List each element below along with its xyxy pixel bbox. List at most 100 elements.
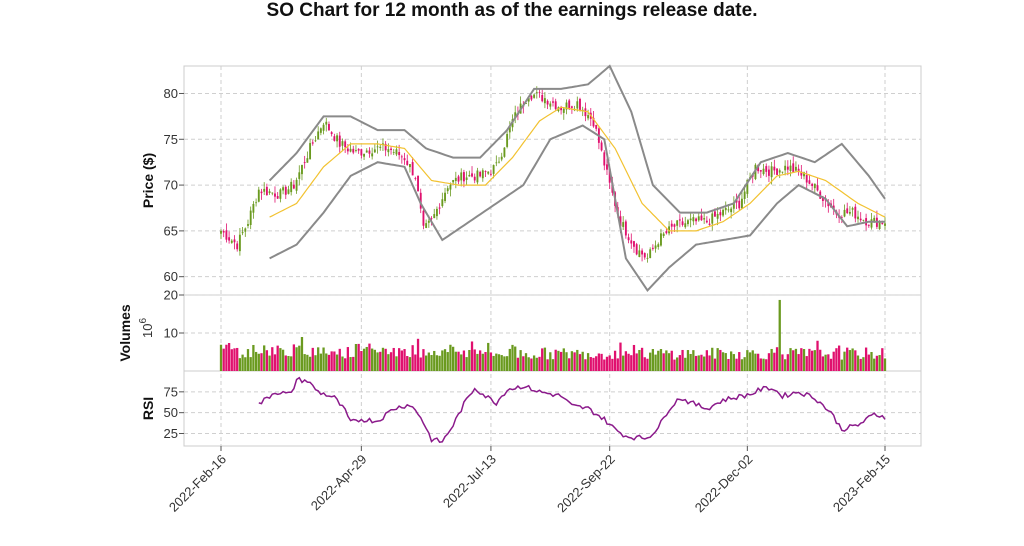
volume-bar <box>317 347 320 371</box>
volume-bar <box>597 353 601 371</box>
volume-bar <box>538 356 541 371</box>
candle-body <box>390 148 392 151</box>
price-y-tick-label: 60 <box>164 269 178 284</box>
volume-bar <box>783 359 787 371</box>
volume-bar <box>254 351 258 371</box>
candle-body <box>484 171 487 172</box>
candle-body <box>608 168 611 183</box>
candle-body <box>352 148 355 153</box>
candle-body <box>660 233 662 246</box>
volume-bar <box>773 352 776 371</box>
candle-body <box>665 231 668 234</box>
volume-bar <box>754 353 757 371</box>
volume-bar <box>322 347 325 371</box>
volume-bar <box>505 356 509 371</box>
volume-bar <box>765 359 768 371</box>
candle-body <box>430 218 433 220</box>
volume-bar <box>643 357 646 371</box>
volume-bar <box>478 350 482 371</box>
volume-bar <box>333 351 336 371</box>
candle-body <box>854 206 857 219</box>
volume-bar <box>546 359 549 371</box>
chart-title: SO Chart for 12 month as of the earnings… <box>266 0 758 21</box>
volume-bar <box>470 341 474 371</box>
candle-body <box>538 92 541 94</box>
volume-bar <box>767 353 771 371</box>
candle-body <box>446 188 449 192</box>
candle-body <box>360 149 363 156</box>
volume-bar <box>414 354 417 371</box>
price-axis-label: Price ($) <box>140 153 156 208</box>
candle-body <box>873 217 876 222</box>
volume-bar <box>832 351 835 371</box>
volume-bar <box>638 349 641 371</box>
candle-body <box>373 149 376 153</box>
price-y-tick-label: 80 <box>164 86 178 101</box>
volume-panel <box>219 299 887 371</box>
volume-bar <box>511 344 514 371</box>
volume-bar <box>516 357 520 371</box>
volume-bar <box>870 352 873 371</box>
candle-body <box>576 101 579 109</box>
candle-body <box>595 124 598 129</box>
volume-y-tick-label: 20 <box>164 288 178 303</box>
volume-bar <box>559 351 563 371</box>
candle-body <box>236 243 239 250</box>
candle-body <box>716 213 719 219</box>
volume-bar <box>608 355 611 371</box>
price-y-tick-label: 70 <box>164 178 178 193</box>
candle-body <box>220 230 222 234</box>
candle-body <box>786 166 789 170</box>
candle-body <box>349 148 352 152</box>
candle-body <box>257 189 260 202</box>
candle-body <box>633 241 635 247</box>
candle-body <box>481 170 484 179</box>
volume-bar <box>411 345 414 371</box>
volume-bar <box>611 358 614 371</box>
volume-bar <box>527 357 530 371</box>
candle-body <box>422 210 425 226</box>
volume-bar <box>290 356 293 371</box>
volume-bar <box>446 352 449 371</box>
candle-body <box>857 216 859 220</box>
candle-body <box>676 220 679 226</box>
volume-bar <box>748 352 752 371</box>
candle-body <box>535 92 538 93</box>
candle-body <box>330 132 333 135</box>
candle-body <box>657 244 660 247</box>
volume-bar <box>384 348 387 371</box>
candle-body <box>306 158 309 163</box>
candle-body <box>476 170 479 183</box>
candle-body <box>462 172 465 182</box>
candle-body <box>684 223 687 228</box>
volume-bar <box>398 348 401 371</box>
volume-bar <box>805 356 808 371</box>
volume-bar <box>330 351 333 371</box>
volume-bar <box>792 350 795 371</box>
candle-body <box>292 184 295 189</box>
volume-bar <box>778 299 781 371</box>
volume-bar <box>311 347 314 371</box>
volume-bar <box>300 337 304 371</box>
candle-body <box>427 220 430 223</box>
candle-body <box>309 143 312 160</box>
candle-body <box>268 191 271 194</box>
volume-bar <box>557 350 560 371</box>
candle-body <box>368 150 371 154</box>
candle-body <box>568 100 571 109</box>
candle-body <box>328 124 330 131</box>
volume-bar <box>354 343 358 371</box>
candle-body <box>530 95 533 100</box>
candle-body <box>846 208 849 214</box>
candle-body <box>414 178 417 179</box>
candle-body <box>314 140 317 142</box>
volume-bar <box>227 342 231 371</box>
volume-bar <box>786 354 789 371</box>
volume-bar <box>568 358 571 371</box>
volume-bar <box>389 352 393 371</box>
candle-body <box>344 141 347 148</box>
candle-body <box>303 162 306 164</box>
candle-body <box>468 174 471 177</box>
volume-bar <box>576 349 579 371</box>
candle-body <box>643 253 646 258</box>
